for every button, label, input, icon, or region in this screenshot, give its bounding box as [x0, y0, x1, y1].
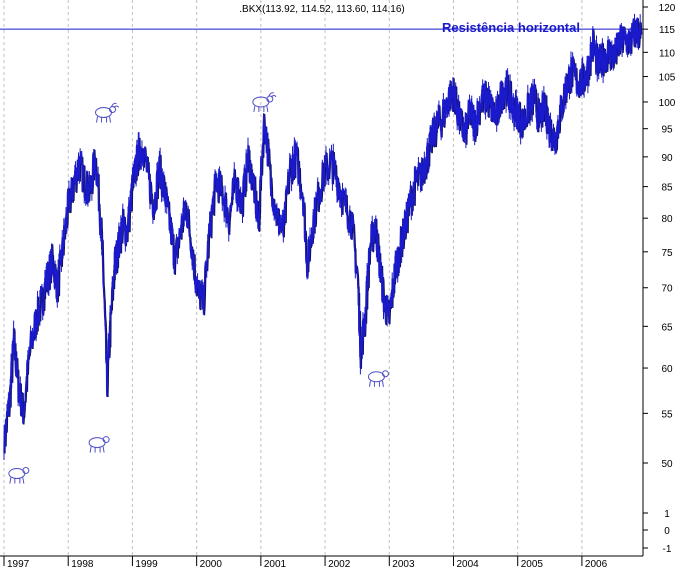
- x-tick-label: 2004: [456, 559, 479, 570]
- y-tick-label: 95: [661, 125, 673, 136]
- x-tick-label: 2001: [264, 559, 287, 570]
- y-tick-label: 80: [661, 214, 673, 225]
- y-tick-label: 70: [661, 284, 673, 295]
- y-tick-label: 75: [661, 248, 673, 259]
- chart-title: .BKX(113.92, 114.52, 113.60, 114.16): [239, 4, 405, 15]
- y-tick-label: 115: [659, 25, 675, 36]
- y-tick-label: 50: [661, 459, 673, 470]
- bull-icon: [95, 102, 120, 123]
- y-tick-label: 1: [664, 509, 670, 520]
- plot-background: [0, 0, 643, 570]
- price-series: [3, 13, 643, 461]
- bear-icon: [8, 467, 30, 484]
- y-tick-label: 100: [659, 98, 676, 109]
- y-tick-label: -1: [663, 544, 672, 555]
- bear-icon: [367, 370, 389, 387]
- x-tick-label: 2005: [521, 559, 544, 570]
- resistance-annotation: Resistência horizontal: [442, 20, 580, 35]
- x-tick-label: 2000: [200, 559, 223, 570]
- x-tick-label: 1999: [135, 559, 158, 570]
- y-tick-label: 60: [661, 364, 673, 375]
- y-tick-label: 85: [661, 183, 673, 194]
- x-tick-label: 1997: [7, 559, 30, 570]
- x-tick-label: 2003: [392, 559, 415, 570]
- y-axis-ticks: 120 115 110 105 100 95 90 85 80 75 70 65 60 55 50 1 0 -1: [643, 3, 676, 555]
- y-tick-label: 55: [661, 409, 673, 420]
- y-tick-label: 105: [659, 73, 676, 84]
- icon-layer: [8, 92, 389, 484]
- bear-icon: [88, 436, 110, 453]
- x-tick-label: 2006: [585, 559, 608, 570]
- y-tick-label: 90: [661, 153, 673, 164]
- x-axis-ticks: 1997 1998 1999 2000 2001 2002 2003 2004 2005 2006: [3, 556, 608, 570]
- bull-icon: [252, 92, 277, 113]
- x-tick-label: 2002: [328, 559, 351, 570]
- y-tick-label: 120: [659, 3, 676, 14]
- y-tick-label: 0: [664, 526, 670, 537]
- x-tick-label: 1998: [71, 559, 94, 570]
- y-tick-label: 110: [659, 48, 675, 59]
- grid-lines: [3, 0, 583, 556]
- y-tick-label: 65: [661, 322, 673, 333]
